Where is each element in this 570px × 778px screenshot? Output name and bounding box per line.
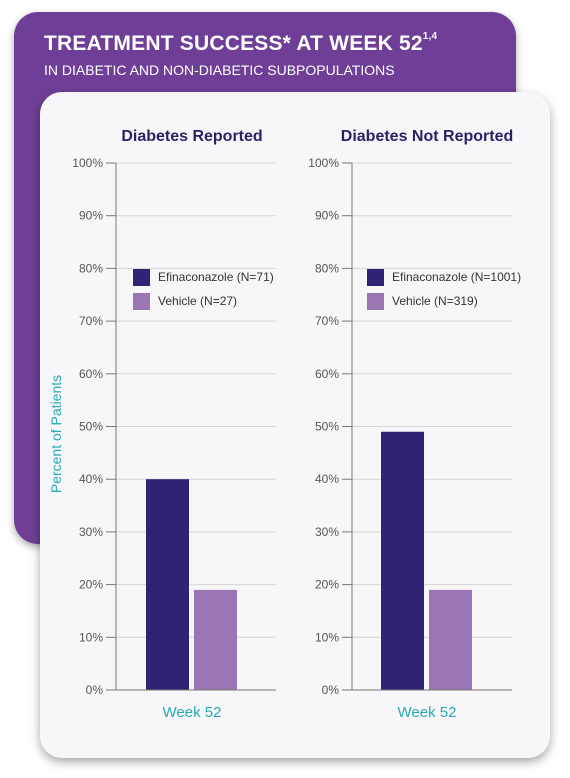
y-tick-label: 80%	[79, 261, 103, 275]
y-tick-label: 100%	[72, 156, 103, 170]
banner-title: TREATMENT SUCCESS* AT WEEK 521,4	[44, 31, 438, 56]
legend-item-efinaconazole: Efinaconazole (N=1001)	[367, 268, 521, 286]
y-tick-label: 80%	[315, 261, 339, 275]
legend-diabetes-reported: Efinaconazole (N=71) Vehicle (N=27)	[133, 268, 274, 316]
chart-title-diabetes-not-reported: Diabetes Not Reported	[340, 128, 514, 145]
y-tick-label: 100%	[308, 156, 339, 170]
legend-item-vehicle: Vehicle (N=27)	[133, 292, 274, 310]
y-tick-label: 70%	[315, 314, 339, 328]
y-tick-label: 60%	[79, 367, 103, 381]
legend-item-vehicle: Vehicle (N=319)	[367, 292, 521, 310]
y-tick-label: 20%	[79, 578, 103, 592]
y-tick-label: 0%	[322, 683, 340, 697]
y-tick-label: 30%	[79, 525, 103, 539]
banner-title-superscript: 1,4	[422, 31, 438, 42]
y-tick-label: 10%	[315, 630, 339, 644]
y-tick-label: 20%	[315, 578, 339, 592]
y-tick-label: 40%	[79, 472, 103, 486]
legend-label-efinaconazole: Efinaconazole (N=71)	[158, 270, 274, 284]
y-tick-label: 30%	[315, 525, 339, 539]
legend-label-efinaconazole: Efinaconazole (N=1001)	[392, 270, 522, 284]
legend-label-vehicle: Vehicle (N=319)	[392, 294, 478, 308]
y-tick-label: 40%	[315, 472, 339, 486]
legend-item-efinaconazole: Efinaconazole (N=71)	[133, 268, 274, 286]
banner-subtitle: IN DIABETIC AND NON-DIABETIC SUBPOPULATI…	[44, 62, 395, 78]
bar-efinaconazole	[381, 431, 424, 690]
legend-label-vehicle: Vehicle (N=27)	[158, 294, 238, 308]
legend-swatch-vehicle	[367, 292, 384, 310]
y-tick-label: 50%	[315, 420, 339, 434]
y-tick-label: 10%	[79, 630, 103, 644]
legend-swatch-vehicle	[133, 292, 150, 310]
bar-efinaconazole	[146, 479, 189, 690]
y-tick-label: 70%	[79, 314, 103, 328]
y-tick-label: 0%	[86, 683, 104, 697]
y-tick-label: 60%	[315, 367, 339, 381]
x-category-label-diabetes-reported: Week 52	[162, 704, 222, 721]
bar-vehicle	[194, 589, 237, 690]
legend-diabetes-not-reported: Efinaconazole (N=1001) Vehicle (N=319)	[367, 268, 521, 316]
chart-diabetes-reported: 0% 10% 20% 30% 40% 50% 60% 70% 80% 90% 100%	[72, 156, 276, 697]
chart-title-diabetes-reported: Diabetes Reported	[121, 128, 263, 145]
x-category-label-diabetes-not-reported: Week 52	[397, 704, 457, 721]
bar-vehicle	[429, 589, 472, 690]
chart-diabetes-not-reported: 0% 10% 20% 30% 40% 50% 60% 70% 80% 90% 100%	[308, 156, 512, 697]
y-tick-label: 50%	[79, 420, 103, 434]
y-tick-label: 90%	[315, 209, 339, 223]
legend-swatch-efinaconazole	[133, 268, 150, 286]
legend-swatch-efinaconazole	[367, 268, 384, 286]
y-tick-label: 90%	[79, 209, 103, 223]
banner-title-text: TREATMENT SUCCESS* AT WEEK 52	[44, 32, 423, 55]
